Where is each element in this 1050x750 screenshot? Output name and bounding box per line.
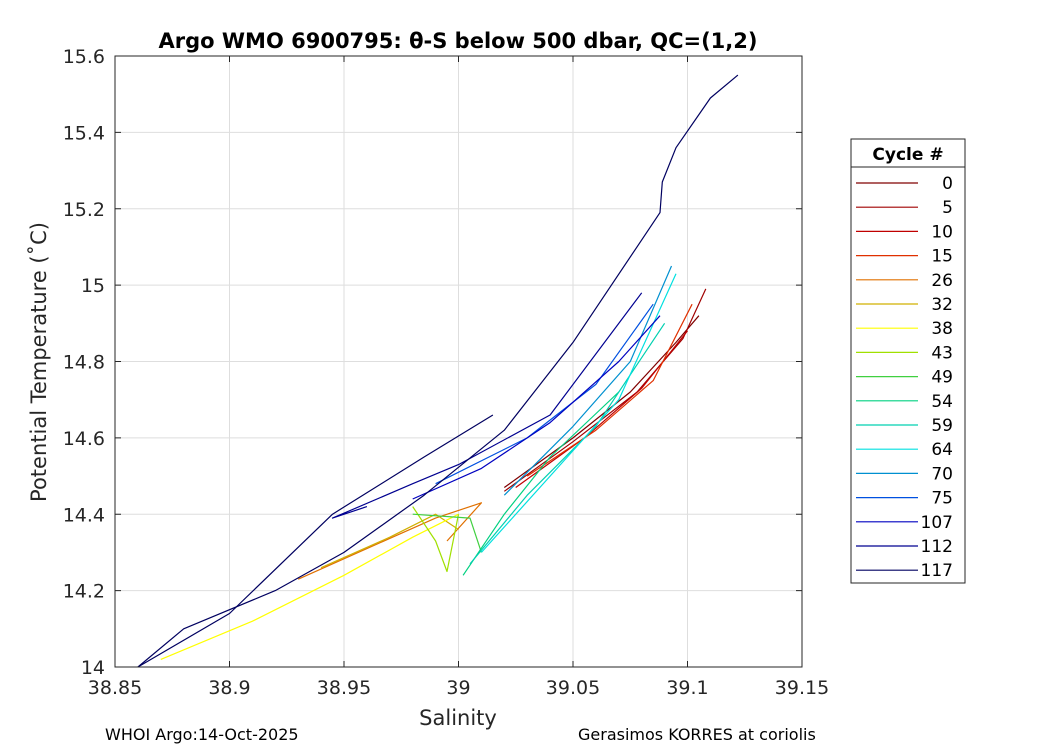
x-tick-label: 38.9 [208, 677, 250, 699]
series-line-cycle-49 [412, 513, 482, 553]
legend-label: 112 [921, 537, 953, 557]
y-tick-label: 14 [81, 657, 105, 679]
legend-label: 49 [931, 368, 953, 388]
series-line-cycle-64 [480, 273, 677, 553]
y-tick-label: 14.8 [63, 352, 105, 374]
series-line-cycle-112 [331, 292, 643, 519]
y-tick-label: 15.2 [63, 199, 105, 221]
legend-label: 32 [931, 295, 953, 315]
series-line-cycle-32 [320, 513, 459, 569]
footer-source: WHOI Argo:14-Oct-2025 [105, 725, 299, 744]
series-line-cycle-117 [137, 74, 739, 668]
y-tick-label: 14.4 [63, 504, 105, 526]
series-line-cycle-15 [526, 303, 693, 477]
y-tick-label: 15 [81, 275, 105, 297]
legend-title: Cycle # [872, 145, 943, 165]
x-tick-label: 39 [446, 677, 470, 699]
legend-label: 75 [931, 489, 953, 509]
series-line-cycle-54 [462, 391, 620, 576]
legend: Cycle # 0 5 10 15 26 32 38 43 49 54 59 64 70 75 107 112… [850, 138, 966, 584]
legend-label: 70 [931, 464, 953, 484]
y-tick-label: 14.2 [63, 581, 105, 603]
data-series [137, 74, 739, 668]
y-axis-ticks: 14 14.2 14.4 14.6 14.8 15 15.2 15.4 15.6 [63, 46, 802, 679]
legend-label: 64 [931, 440, 953, 460]
legend-label: 5 [942, 198, 953, 218]
legend-label: 54 [931, 392, 953, 412]
x-tick-label: 38.95 [317, 677, 371, 699]
grid-lines [115, 56, 802, 667]
legend-label: 59 [931, 416, 953, 436]
footer-author: Gerasimos KORRES at coriolis [578, 725, 816, 744]
legend-label: 15 [931, 247, 953, 267]
x-axis-label: Salinity [419, 706, 497, 730]
series-line-cycle-75 [435, 303, 654, 485]
series-line-cycle-107 [412, 315, 661, 500]
legend-label: 107 [921, 513, 953, 533]
legend-label: 26 [931, 271, 953, 291]
legend-label: 10 [931, 222, 953, 242]
series-line-cycle-70 [503, 265, 673, 496]
x-tick-label: 39.1 [666, 677, 708, 699]
series-line-cycle-117 [137, 414, 494, 668]
chart-title: Argo WMO 6900795: θ-S below 500 dbar, QC… [159, 29, 758, 53]
series-line-cycle-43 [412, 506, 460, 573]
y-tick-label: 15.6 [63, 46, 105, 68]
series-line-cycle-0 [503, 315, 700, 488]
y-tick-label: 14.6 [63, 428, 105, 450]
series-line-cycle-59 [469, 322, 666, 565]
legend-label: 117 [921, 561, 953, 581]
series-line-cycle-26 [297, 502, 482, 580]
series-line-cycle-10 [515, 330, 688, 488]
legend-label: 0 [942, 174, 953, 194]
x-tick-label: 39.05 [546, 677, 600, 699]
legend-label: 43 [931, 343, 953, 363]
y-axis-label: Potential Temperature (˚C) [27, 222, 51, 502]
x-axis-ticks: 38.85 38.9 38.95 39 39.05 39.1 39.15 [88, 56, 829, 699]
y-tick-label: 15.4 [63, 122, 105, 144]
x-tick-label: 38.85 [88, 677, 142, 699]
x-tick-label: 39.15 [775, 677, 829, 699]
legend-label: 38 [931, 319, 953, 339]
